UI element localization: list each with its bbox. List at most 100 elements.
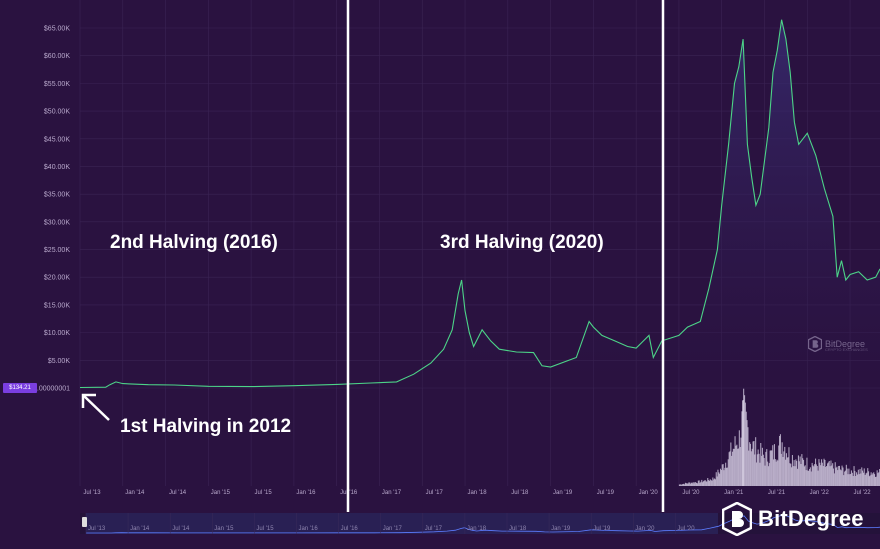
volume-bar bbox=[775, 461, 777, 486]
navigator-tick-label: Jul '20 bbox=[677, 526, 695, 532]
volume-bar bbox=[758, 453, 760, 486]
volume-bar bbox=[877, 473, 879, 486]
volume-bar bbox=[770, 450, 772, 486]
volume-bar bbox=[838, 466, 840, 486]
volume-bar bbox=[802, 458, 804, 486]
volume-bar bbox=[788, 447, 790, 486]
volume-bar bbox=[878, 472, 880, 486]
volume-bar bbox=[848, 468, 850, 486]
navigator-tick-label: Jul '18 bbox=[509, 526, 527, 532]
volume-bar bbox=[711, 480, 713, 486]
volume-bar bbox=[695, 482, 697, 486]
volume-bar bbox=[797, 468, 799, 486]
volume-bar bbox=[794, 466, 796, 486]
volume-bar bbox=[827, 463, 829, 486]
volume-bar bbox=[721, 464, 723, 486]
volume-bar bbox=[816, 466, 818, 486]
volume-bar bbox=[767, 466, 769, 486]
volume-bar bbox=[687, 483, 689, 486]
navigator-selection[interactable] bbox=[86, 513, 718, 534]
watermark-subtext: CRYPTO EXCHANGES bbox=[825, 347, 868, 352]
volume-bar bbox=[855, 476, 857, 486]
x-tick-label: Jul '15 bbox=[255, 490, 273, 496]
volume-bar bbox=[701, 479, 703, 486]
price-area-fill bbox=[80, 19, 880, 388]
volume-bar bbox=[681, 484, 683, 486]
volume-bars bbox=[678, 388, 880, 486]
volume-bar bbox=[704, 480, 706, 486]
volume-bar bbox=[841, 465, 843, 486]
volume-bar bbox=[853, 466, 855, 486]
volume-bar bbox=[807, 470, 809, 486]
volume-bar bbox=[727, 459, 729, 486]
navigator-handle[interactable] bbox=[82, 517, 87, 527]
volume-bar bbox=[863, 468, 865, 486]
navigator-tick-label: Jul '14 bbox=[172, 526, 190, 532]
volume-bar bbox=[692, 482, 694, 486]
volume-bar bbox=[762, 454, 764, 486]
volume-bar bbox=[690, 483, 692, 486]
volume-bar bbox=[795, 459, 797, 486]
volume-bar bbox=[821, 459, 823, 486]
annotation-2nd-halving: 2nd Halving (2016) bbox=[110, 232, 278, 253]
volume-bar bbox=[753, 441, 755, 486]
volume-bar bbox=[805, 470, 807, 486]
volume-bar bbox=[784, 446, 786, 486]
volume-bar bbox=[809, 469, 811, 486]
navigator-tick-label: Jan '15 bbox=[214, 526, 234, 532]
volume-bar bbox=[825, 467, 827, 486]
volume-bar bbox=[876, 470, 878, 486]
volume-bar bbox=[789, 463, 791, 486]
volume-bar bbox=[723, 470, 725, 486]
volume-bar bbox=[791, 455, 793, 486]
volume-bar bbox=[833, 473, 835, 486]
y-tick-label: $5.00K bbox=[48, 358, 71, 365]
volume-bar bbox=[862, 472, 864, 486]
x-tick-label: Jan '22 bbox=[810, 490, 830, 496]
volume-bar bbox=[868, 471, 870, 486]
volume-bar bbox=[846, 468, 848, 486]
volume-bar bbox=[832, 463, 834, 486]
volume-bar bbox=[736, 444, 738, 486]
volume-bar bbox=[875, 476, 877, 486]
volume-bar bbox=[714, 479, 716, 486]
volume-bar bbox=[761, 447, 763, 486]
volume-bar bbox=[693, 483, 695, 486]
volume-bar bbox=[823, 458, 825, 486]
volume-bar bbox=[718, 472, 720, 486]
volume-bar bbox=[857, 469, 859, 486]
volume-bar bbox=[748, 450, 750, 486]
volume-bar bbox=[866, 472, 868, 486]
y-tick-label: $35.00K bbox=[44, 192, 70, 199]
volume-bar bbox=[815, 458, 817, 486]
volume-bar bbox=[726, 467, 728, 486]
volume-bar bbox=[858, 474, 860, 486]
volume-bar bbox=[790, 463, 792, 486]
volume-bar bbox=[787, 457, 789, 486]
x-tick-label: Jan '17 bbox=[382, 490, 402, 496]
volume-bar bbox=[761, 455, 763, 486]
volume-bar bbox=[747, 427, 749, 486]
volume-bar bbox=[862, 470, 864, 486]
volume-bar bbox=[722, 464, 724, 486]
y-axis-labels: $65.00K $60.00K $55.00K $50.00K $45.00K $40.0… bbox=[33, 26, 70, 393]
volume-bar bbox=[810, 471, 812, 486]
volume-bar bbox=[696, 483, 698, 486]
y-tick-label: $45.00K bbox=[44, 136, 70, 143]
volume-bar bbox=[780, 453, 782, 486]
volume-bar bbox=[752, 441, 754, 486]
volume-bar bbox=[817, 470, 819, 486]
x-tick-label: Jan '16 bbox=[296, 490, 316, 496]
volume-bar bbox=[808, 470, 810, 486]
volume-bar bbox=[688, 482, 690, 486]
y-tick-label: $40.00K bbox=[44, 164, 70, 171]
volume-bar bbox=[839, 469, 841, 486]
volume-bar bbox=[698, 480, 700, 486]
volume-bar bbox=[850, 473, 852, 486]
volume-bar bbox=[772, 445, 774, 486]
volume-bar bbox=[806, 457, 808, 486]
volume-bar bbox=[679, 484, 681, 486]
volume-bar bbox=[741, 411, 743, 486]
watermark: BitDegree CRYPTO EXCHANGES bbox=[808, 336, 868, 352]
